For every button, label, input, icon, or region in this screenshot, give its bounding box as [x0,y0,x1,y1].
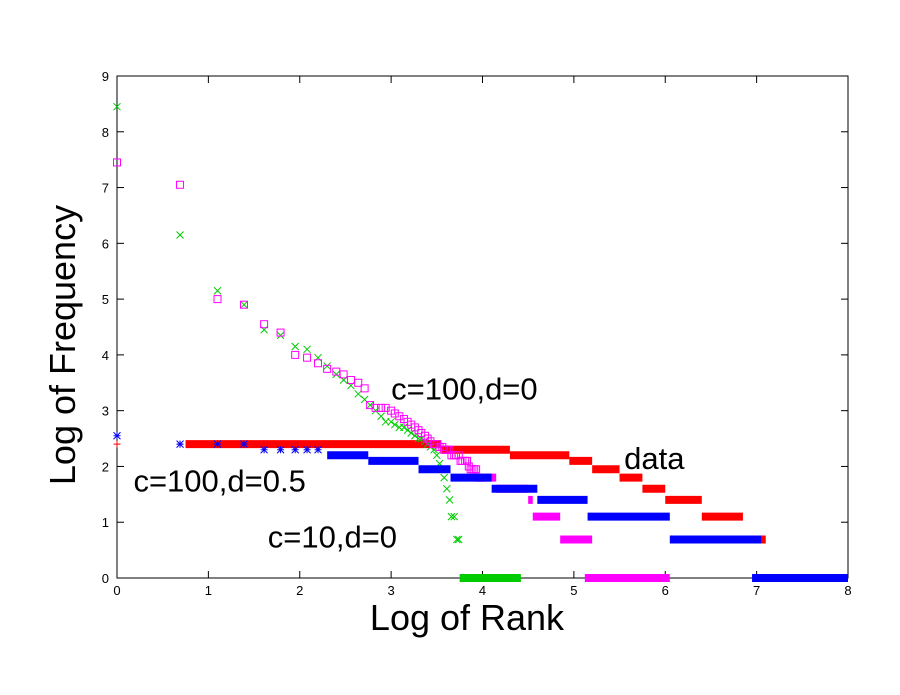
data-point [450,512,459,521]
data-point [213,295,222,304]
x-tick-label: 2 [296,583,303,598]
x-tick-label: 5 [570,583,577,598]
data-point [371,403,380,412]
data-point [432,451,441,460]
data-point [291,445,300,454]
data-point [213,286,222,295]
data-point [472,465,481,474]
x-tick-label: 7 [753,583,760,598]
x-tick-label: 6 [662,583,669,598]
y-tick-label: 2 [102,459,109,474]
data-point [377,403,386,412]
data-point [291,350,300,359]
annotation-label: c=10,d=0 [268,519,397,554]
data-point [390,409,399,418]
data-point [260,445,268,454]
data-point [454,535,463,544]
data-point [303,445,311,454]
annotation-label: c=100,d=0.5 [133,464,305,499]
data-point [390,420,399,429]
data-series [113,158,670,582]
data-point [366,401,375,410]
y-tick-label: 8 [102,125,109,140]
labels: Log of Rank Log of Frequency 0 1 2 3 4 5 6 7 8 0 1… [42,69,852,638]
data-point [176,180,185,189]
data-point [445,445,454,454]
data-point [240,440,248,448]
y-axis-title: Log of Frequency [42,205,83,485]
x-tick-label: 1 [205,583,212,598]
data-series [113,431,848,582]
data-point [423,434,432,443]
data-point [303,345,311,354]
data-point [276,445,285,454]
y-tick-label: 9 [102,69,109,84]
data-point [260,320,269,329]
x-tick-label: 0 [113,583,120,598]
y-tick-label: 7 [102,181,109,196]
data-point [113,431,121,440]
y-tick-label: 4 [102,348,109,363]
data-point [176,231,184,239]
data-point [447,512,456,521]
x-tick-label: 4 [479,583,486,598]
annotation-label: data [624,441,685,476]
data-point [176,440,184,448]
y-tick-label: 0 [102,571,109,586]
data-point [381,417,390,426]
data-point [445,496,454,504]
data-point [113,158,121,167]
data-point [440,473,448,482]
x-tick-label: 3 [388,583,395,598]
y-tick-label: 6 [102,236,109,251]
data-point [213,440,222,448]
data-point [276,331,285,340]
data-point [354,378,363,387]
data-point [453,535,461,544]
data-point [323,362,332,370]
data-point [276,328,285,337]
data-point [303,353,312,362]
x-tick-label: 8 [844,583,851,598]
y-tick-label: 1 [102,515,109,530]
data-point [420,431,429,440]
data-point [113,440,121,448]
annotation-label: c=100,d=0 [391,372,538,407]
data-point [314,359,323,368]
data-point [240,300,249,309]
data-point [432,440,441,449]
axes [116,75,849,579]
y-tick-label: 5 [102,292,109,307]
y-tick-label: 3 [102,404,109,419]
data-point [377,412,385,421]
data-point [395,412,404,421]
x-axis-title: Log of Rank [370,597,565,638]
data-point [113,102,121,111]
data-point [332,370,341,379]
data-point [291,342,300,351]
data-point [323,364,332,373]
data-point [354,390,363,398]
data-point [360,384,369,393]
data-point [314,445,322,454]
data-point [462,456,471,465]
data-point [387,417,395,426]
data-point [414,426,423,435]
data-point [381,403,390,412]
data-point [443,484,451,493]
data-point [240,300,248,309]
plot-frame [116,75,849,579]
data-point [339,370,348,379]
plot-area [113,102,848,582]
data-series [113,102,521,582]
